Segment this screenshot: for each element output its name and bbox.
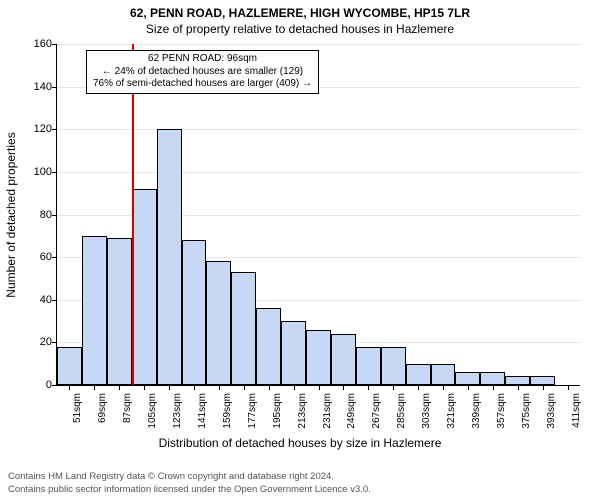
x-tick-label: 105sqm [147, 393, 158, 429]
histogram-bar [256, 308, 281, 385]
histogram-bar [381, 347, 406, 385]
attribution-footer: Contains HM Land Registry data © Crown c… [8, 471, 592, 496]
x-tick-label: 339sqm [471, 393, 482, 429]
x-tick-label: 285sqm [396, 393, 407, 429]
histogram-bar [206, 261, 231, 385]
gridline [57, 44, 580, 45]
histogram-bar [406, 364, 431, 385]
property-info-box: 62 PENN ROAD: 96sqm ← 24% of detached ho… [86, 50, 319, 94]
histogram-bar [132, 189, 157, 385]
histogram-bar [530, 376, 555, 385]
x-tick-label: 375sqm [521, 393, 532, 429]
histogram-bar [505, 376, 530, 385]
x-tick-label: 267sqm [371, 393, 382, 429]
x-tick-label: 321sqm [446, 393, 457, 429]
x-tick-label: 87sqm [122, 393, 133, 423]
x-tick-label: 141sqm [197, 393, 208, 429]
histogram-bar [231, 272, 256, 385]
y-tick-label: 120 [16, 123, 52, 135]
x-axis-label: Distribution of detached houses by size … [0, 436, 600, 450]
x-tick-label: 357sqm [496, 393, 507, 429]
chart-plot-area [56, 44, 580, 386]
y-tick-label: 140 [16, 81, 52, 93]
x-tick-label: 213sqm [297, 393, 308, 429]
gridline [57, 172, 580, 173]
x-tick-label: 177sqm [247, 393, 258, 429]
x-tick-label: 123sqm [172, 393, 183, 429]
y-tick-label: 80 [16, 209, 52, 221]
histogram-bar [455, 372, 480, 385]
y-tick-label: 100 [16, 166, 52, 178]
y-tick-label: 60 [16, 251, 52, 263]
histogram-bar [182, 240, 207, 385]
x-tick-label: 195sqm [272, 393, 283, 429]
x-tick-label: 303sqm [421, 393, 432, 429]
x-tick-label: 159sqm [222, 393, 233, 429]
y-tick-label: 40 [16, 294, 52, 306]
x-tick-label: 51sqm [72, 393, 83, 423]
y-tick-label: 0 [16, 379, 52, 391]
x-tick-label: 411sqm [571, 393, 582, 428]
y-tick-label: 160 [16, 38, 52, 50]
x-tick-label: 231sqm [322, 393, 333, 429]
footer-line-1: Contains HM Land Registry data © Crown c… [8, 471, 592, 483]
histogram-bar [356, 347, 381, 385]
histogram-bar [306, 330, 331, 385]
histogram-bar [157, 129, 182, 385]
y-tick-label: 20 [16, 336, 52, 348]
x-tick-label: 393sqm [546, 393, 557, 429]
footer-line-2: Contains public sector information licen… [8, 484, 592, 496]
histogram-bar [107, 238, 132, 385]
histogram-bar [57, 347, 82, 385]
histogram-bar [480, 372, 505, 385]
chart-title-subtitle: Size of property relative to detached ho… [0, 20, 600, 36]
x-tick-label: 249sqm [346, 393, 357, 429]
info-line-size: 62 PENN ROAD: 96sqm [93, 53, 312, 66]
chart-title-address: 62, PENN ROAD, HAZLEMERE, HIGH WYCOMBE, … [0, 0, 600, 20]
histogram-bar [281, 321, 306, 385]
histogram-bar [331, 334, 356, 385]
property-marker-line [132, 44, 134, 385]
histogram-bar [431, 364, 456, 385]
info-line-smaller: ← 24% of detached houses are smaller (12… [93, 66, 312, 79]
gridline [57, 129, 580, 130]
info-line-larger: 76% of semi-detached houses are larger (… [93, 78, 312, 91]
histogram-bar [82, 236, 107, 385]
x-tick-label: 69sqm [97, 393, 108, 423]
